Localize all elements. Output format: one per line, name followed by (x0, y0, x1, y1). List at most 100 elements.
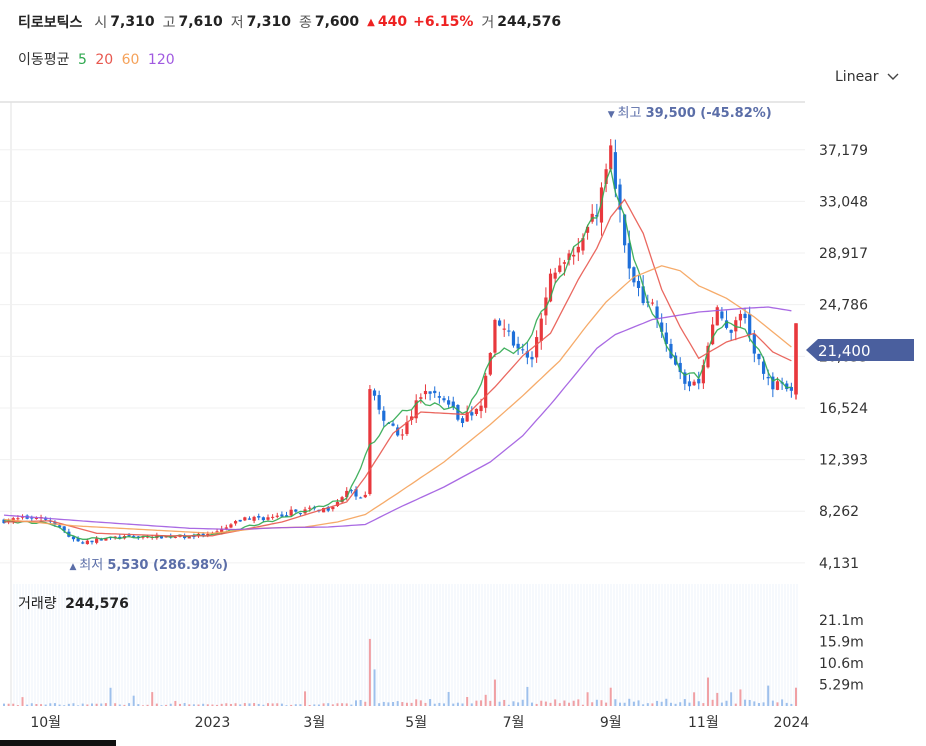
candle-body (451, 401, 455, 408)
candle-body (474, 408, 479, 415)
candle-body (419, 397, 423, 399)
ma120-legend[interactable]: 120 (147, 52, 175, 68)
candle-body (294, 509, 298, 512)
volume-bar (109, 687, 112, 706)
candle-body (530, 357, 534, 360)
volume-bar (128, 703, 131, 706)
volume-bar (253, 703, 256, 706)
ma-legend-label: 이동평균 (18, 52, 70, 68)
volume-bar (7, 703, 10, 706)
volume-bar (771, 700, 774, 706)
volume-bar (461, 703, 464, 706)
volume-axis-tick-label: 5.29m (819, 677, 864, 693)
ma20-legend[interactable]: 20 (95, 52, 114, 68)
volume-bar (271, 703, 274, 706)
candle-body (145, 536, 150, 538)
candle-body (132, 535, 136, 537)
volume-bar (220, 703, 223, 706)
volume-series (3, 638, 797, 706)
candle-body (521, 349, 525, 351)
volume-bar (679, 702, 682, 706)
volume-bar (785, 702, 788, 706)
candle-body (497, 320, 502, 326)
candle-body (641, 286, 645, 304)
volume-bar (730, 692, 733, 706)
candle-body (414, 400, 418, 419)
volume-bar (285, 705, 288, 706)
candle-body (173, 536, 177, 538)
candle-body (201, 533, 205, 536)
volume-bar (26, 704, 29, 706)
volume-bar (21, 697, 24, 706)
scale-mode-dropdown[interactable]: Linear (835, 69, 899, 85)
volume-bar (248, 703, 251, 706)
volume-bar (739, 689, 742, 706)
candle-body (761, 361, 766, 374)
candle-body (548, 273, 553, 302)
volume-bar (137, 704, 140, 706)
candle-body (340, 497, 344, 503)
candle-body (229, 524, 233, 528)
candle-body (30, 517, 34, 519)
candle-body (729, 329, 733, 333)
candle-body (748, 314, 752, 335)
volume-bar (40, 704, 43, 706)
volume-bar (656, 700, 659, 706)
volume-bar (262, 704, 265, 706)
volume-bar (197, 704, 200, 706)
ma60-legend[interactable]: 60 (121, 52, 140, 68)
candle-body (71, 536, 76, 540)
candle-body (692, 381, 696, 386)
candle-body (724, 320, 729, 328)
volume-bar (688, 702, 691, 706)
volume-bar (229, 703, 232, 706)
candle-body (581, 238, 585, 251)
volume-bar (132, 695, 135, 706)
volume-bar (683, 699, 686, 706)
volume-bar (753, 701, 756, 706)
volume-bar (53, 703, 56, 706)
candle-body (572, 254, 576, 257)
candle-body (275, 515, 279, 517)
volume-bar (67, 703, 70, 706)
volume-bar (628, 698, 631, 706)
time-axis-tick-label: 3월 (303, 715, 325, 731)
volume-bar (605, 702, 608, 706)
candle-body (627, 243, 631, 269)
volume-bar (239, 704, 242, 706)
volume-bar (359, 700, 362, 706)
candle-body (789, 387, 793, 391)
candle-body (460, 418, 465, 423)
volume-bar (225, 703, 228, 706)
candle-body (53, 521, 57, 525)
volume-bar (484, 694, 487, 706)
last-candle-body (794, 323, 798, 395)
candle-body (233, 521, 238, 524)
price-axis-tick-label: 37,179 (819, 143, 868, 159)
candle-body (493, 319, 497, 353)
candle-body (655, 306, 659, 319)
candle-body (428, 391, 432, 394)
volume-bar (192, 704, 195, 706)
volume-bar (77, 705, 80, 706)
volume-bar (123, 704, 126, 706)
ma5-legend[interactable]: 5 (77, 52, 87, 68)
volume-bar (86, 704, 89, 706)
volume-bar (744, 699, 747, 706)
volume-bar (160, 705, 163, 706)
volume-axis-tick-label: 15.9m (819, 634, 864, 650)
volume-bar (280, 703, 283, 706)
volume-bar (30, 703, 33, 706)
high-annotation-label: ▼ 최고 39,500 (-45.82%) (608, 106, 772, 121)
scrollbar-thumb[interactable] (0, 740, 116, 746)
volume-title-label: 거래량 (18, 596, 57, 612)
volume-bar (368, 638, 371, 706)
candle-body (775, 381, 780, 390)
candle-body (465, 412, 469, 422)
volume-bar (452, 703, 455, 706)
volume-bar (401, 702, 404, 706)
price-axis-tick-label: 4,131 (819, 556, 859, 572)
open-label: 시 (94, 15, 108, 31)
candle-body (511, 331, 516, 346)
